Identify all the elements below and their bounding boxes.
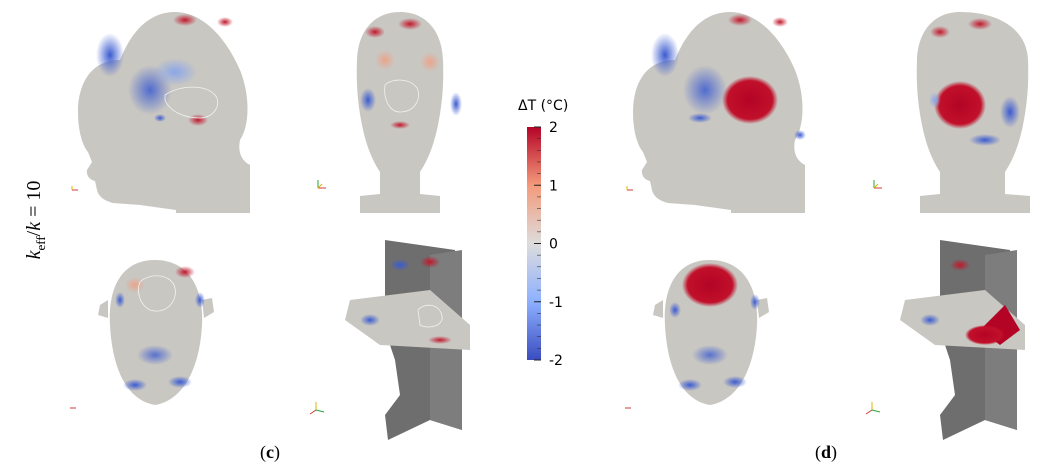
panel-c-3d-axes xyxy=(309,402,325,415)
row-label-sub: eff xyxy=(33,236,48,251)
panel-d-coronal-axes xyxy=(873,180,882,189)
panel-c-sagittal-axes xyxy=(71,186,78,191)
colorbar-ticks xyxy=(534,126,541,361)
colorbar-title: ΔT (°C) xyxy=(518,98,568,114)
colorbar-tick-label: 2 xyxy=(549,120,558,136)
panel-d-coronal-view xyxy=(873,12,1030,213)
panel-label-d: (d) xyxy=(815,442,837,463)
panel-d-3d-axes xyxy=(865,402,881,415)
svg-text:keff/k = 10: keff/k = 10 xyxy=(23,181,48,260)
panel-d xyxy=(625,12,1030,440)
row-label: keff/k = 10 xyxy=(23,181,48,260)
colorbar-tick-labels: 2 1 0 -1 -2 xyxy=(549,120,563,369)
colorbar-tick-label: -2 xyxy=(549,353,563,369)
panel-d-3d-view xyxy=(865,240,1025,440)
panel-d-sagittal-view xyxy=(626,12,806,213)
panel-c xyxy=(70,12,470,440)
row-label-k-rhs: k xyxy=(23,221,45,231)
panel-d-sagittal-axes xyxy=(626,186,633,191)
panel-c-sagittal-view xyxy=(71,12,250,213)
row-label-slash: / xyxy=(23,230,45,236)
colorbar-tick-label: 0 xyxy=(549,237,558,253)
panel-c-3d-view xyxy=(309,240,470,440)
row-label-equals: = 10 xyxy=(23,181,45,222)
panel-d-axial-view xyxy=(625,260,769,409)
colorbar-tick-label: 1 xyxy=(549,178,558,194)
colorbar-tick-label: -1 xyxy=(549,295,563,311)
panel-c-coronal-axes xyxy=(317,180,326,189)
panel-c-axial-view xyxy=(70,260,214,409)
row-label-k: k xyxy=(23,249,45,259)
colorbar: ΔT (°C) 2 1 0 -1 -2 xyxy=(518,98,568,369)
panel-label-c: (c) xyxy=(260,442,280,463)
panel-c-coronal-view xyxy=(317,12,462,213)
